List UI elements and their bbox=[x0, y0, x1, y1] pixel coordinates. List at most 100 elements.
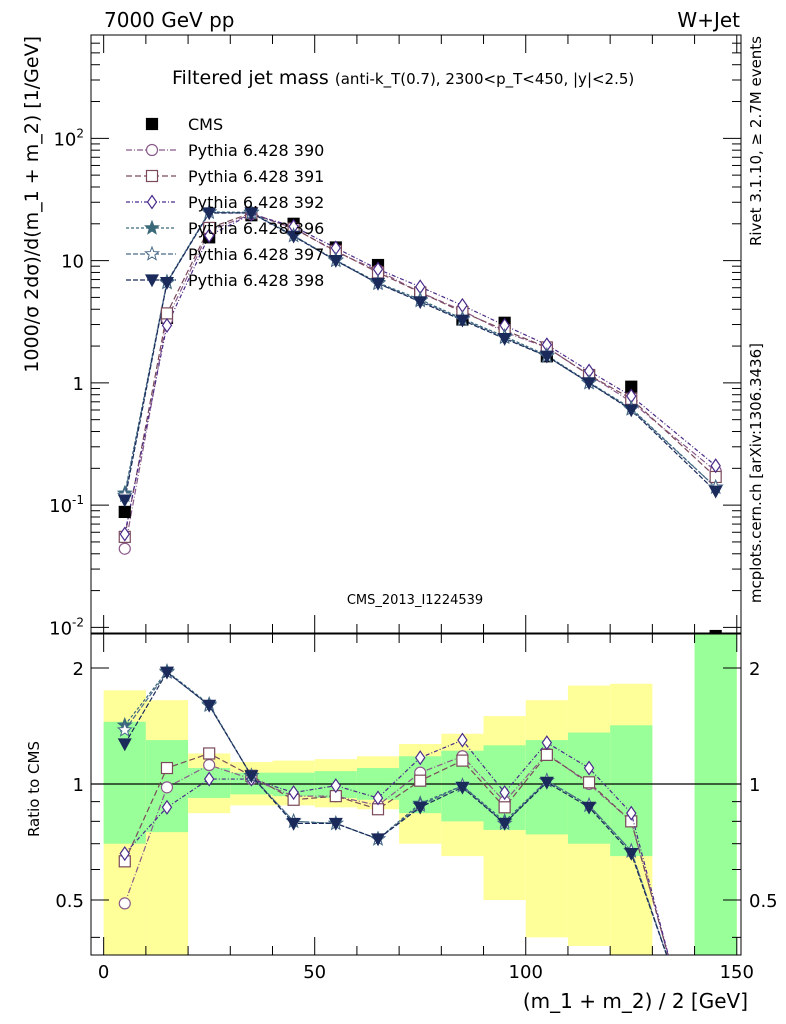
ratio-data-point bbox=[203, 758, 216, 772]
legend-label: Pythia 6.428 390 bbox=[188, 141, 324, 160]
mc-data-point bbox=[582, 377, 597, 391]
ratio-data-point bbox=[118, 897, 131, 910]
main-title-text: Filtered jet mass bbox=[172, 67, 329, 89]
mc-data-point bbox=[203, 228, 215, 244]
legend-marker bbox=[144, 274, 160, 288]
legend-marker bbox=[144, 245, 160, 261]
ratio-series-line bbox=[124, 752, 669, 955]
ratio-data-point bbox=[456, 754, 469, 767]
mc-data-point bbox=[244, 207, 259, 221]
y-tick-label: 10-1 bbox=[49, 493, 84, 517]
ratio-data-point bbox=[203, 747, 216, 760]
mc-data-point bbox=[539, 350, 554, 364]
ratio-series-group bbox=[116, 662, 669, 955]
mc-data-point bbox=[413, 296, 428, 310]
ratio-bands bbox=[103, 634, 737, 955]
main-series-line bbox=[124, 211, 717, 494]
ratio-y-tick-label-right: 0.5 bbox=[749, 891, 778, 912]
ratio-data-point bbox=[160, 761, 174, 775]
x-tick-label: 0 bbox=[98, 962, 109, 983]
ratio-data-point bbox=[457, 732, 468, 748]
legend-marker bbox=[145, 143, 159, 157]
mc-data-point bbox=[202, 207, 217, 221]
ratio-series-line bbox=[124, 739, 669, 955]
main-title-small: (anti-k_T(0.7), 2300<p_T<450, |y|<2.5) bbox=[335, 70, 634, 89]
ratio-data-point bbox=[244, 770, 259, 784]
mc-data-point bbox=[161, 317, 173, 333]
mc-data-point bbox=[497, 333, 512, 346]
legend-label: Pythia 6.428 392 bbox=[188, 193, 324, 212]
axes: 10-2 10-1 1 10 102 0.5 0.5 1 1 2 2 0 50 100 150 bbox=[49, 34, 778, 983]
main-ylabel: 1000/σ 2dσ)/d(m_1 + m_2) [1/GeV] bbox=[21, 36, 43, 373]
ratio-data-point bbox=[203, 771, 215, 787]
mc-data-point bbox=[160, 307, 174, 320]
ratio-data-point bbox=[541, 735, 553, 751]
ratio-data-point bbox=[159, 666, 174, 680]
ratio-data-point bbox=[119, 845, 130, 862]
ratio-y-tick-label-right: 1 bbox=[749, 775, 760, 796]
header-right: W+Jet bbox=[677, 8, 740, 32]
ratio-data-point bbox=[626, 805, 637, 821]
ratio-data-point bbox=[286, 817, 301, 831]
mc-data-point bbox=[119, 526, 130, 542]
y-tick-label: 10-2 bbox=[49, 615, 84, 639]
legend-marker bbox=[146, 194, 158, 210]
ratio-y-tick-label-left: 1 bbox=[73, 775, 84, 796]
y-tick-label: 10 bbox=[61, 252, 84, 273]
mc-data-point bbox=[117, 494, 132, 508]
y-tick-label: 1 bbox=[73, 374, 84, 395]
mc-data-point bbox=[371, 277, 386, 291]
ratio-data-point bbox=[499, 785, 510, 801]
legend-label: Pythia 6.428 398 bbox=[188, 271, 324, 290]
ratio-data-point bbox=[372, 790, 384, 806]
ratio-data-point bbox=[498, 801, 511, 814]
ratio-data-point bbox=[582, 801, 597, 815]
ratio-data-point bbox=[414, 750, 426, 766]
main-series-line bbox=[124, 212, 717, 537]
main-title: Filtered jet mass (anti-k_T(0.7), 2300<p… bbox=[172, 67, 634, 89]
mc-data-point bbox=[286, 230, 301, 244]
ratio-series-line bbox=[124, 752, 669, 955]
ratio-y-tick-label-left: 2 bbox=[73, 659, 84, 680]
ratio-y-tick-label-left: 0.5 bbox=[55, 891, 84, 912]
ratio-data-point bbox=[202, 699, 217, 713]
legend-label: Pythia 6.428 397 bbox=[188, 245, 324, 264]
legend: CMS Pythia 6.428 390 Pythia 6.428 391 Pythi… bbox=[126, 115, 324, 290]
ratio-data-point bbox=[116, 721, 133, 737]
mc-data-point bbox=[455, 314, 470, 328]
x-tick-label: 50 bbox=[303, 962, 326, 983]
main-series-line bbox=[124, 212, 717, 501]
mcplots-label: mcplots.cern.ch [arXiv:1306.3436] bbox=[747, 343, 765, 603]
ratio-data-point bbox=[455, 781, 470, 795]
ratio-band-inner bbox=[610, 725, 653, 857]
cms-data-point bbox=[709, 629, 722, 633]
watermark: CMS_2013_I1224539 bbox=[347, 593, 483, 608]
legend-label: CMS bbox=[188, 115, 223, 134]
legend-marker bbox=[145, 169, 159, 183]
main-series-line bbox=[124, 213, 717, 549]
mc-data-point bbox=[328, 254, 343, 268]
mc-data-point bbox=[118, 542, 131, 555]
ratio-data-point bbox=[161, 799, 173, 815]
x-tick-label: 150 bbox=[720, 962, 754, 983]
ratio-data-point bbox=[117, 738, 132, 752]
ratio-data-point bbox=[371, 833, 386, 847]
ratio-data-point bbox=[414, 774, 427, 787]
ratio-data-point bbox=[624, 847, 639, 861]
y-tick-label: 102 bbox=[53, 126, 84, 150]
legend-label: Pythia 6.428 396 bbox=[188, 219, 324, 238]
ratio-data-point bbox=[288, 785, 299, 801]
ratio-data-point bbox=[540, 748, 553, 761]
legend-label: Pythia 6.428 391 bbox=[188, 167, 324, 186]
legend-marker bbox=[145, 117, 159, 131]
x-axis-label: (m_1 + m_2) / 2 [GeV] bbox=[523, 989, 748, 1013]
ratio-data-point bbox=[413, 801, 428, 815]
rivet-label: Rivet 3.1.10, ≥ 2.7M events bbox=[747, 36, 765, 246]
mc-data-point bbox=[710, 458, 721, 474]
ratio-data-point bbox=[539, 776, 554, 790]
ratio-ylabel: Ratio to CMS bbox=[25, 741, 43, 837]
ratio-data-point bbox=[582, 776, 596, 789]
header-left: 7000 GeV pp bbox=[104, 8, 235, 32]
ratio-y-tick-label-right: 2 bbox=[749, 659, 760, 680]
ratio-frame bbox=[90, 633, 742, 956]
